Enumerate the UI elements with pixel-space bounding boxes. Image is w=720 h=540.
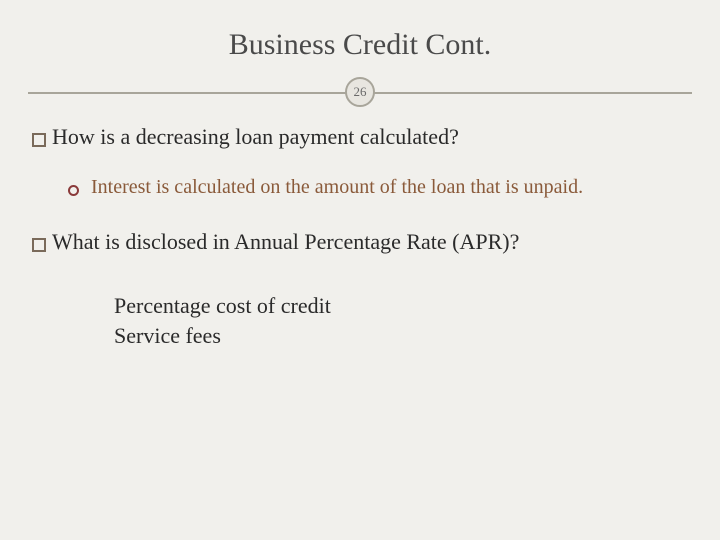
answer-item-1: Interest is calculated on the amount of … [32, 176, 688, 199]
page-number-badge: 26 [345, 77, 375, 107]
answer-line: Service fees [114, 321, 688, 351]
square-bullet-icon [32, 238, 46, 252]
question-text: What is disclosed in Annual Percentage R… [52, 229, 519, 255]
question-text: How is a decreasing loan payment calcula… [52, 124, 459, 150]
slide-content: How is a decreasing loan payment calcula… [28, 124, 692, 350]
square-bullet-icon [32, 133, 46, 147]
question-item-1: How is a decreasing loan payment calcula… [32, 124, 688, 150]
page-number: 26 [354, 84, 367, 100]
answer-text: Interest is calculated on the amount of … [91, 176, 583, 199]
question-item-2: What is disclosed in Annual Percentage R… [32, 229, 688, 255]
slide: Business Credit Cont. 26 How is a decrea… [0, 0, 720, 540]
answer-block-2: Percentage cost of credit Service fees [32, 291, 688, 350]
slide-title: Business Credit Cont. [28, 28, 692, 62]
title-divider: 26 [28, 78, 692, 106]
answer-line: Percentage cost of credit [114, 291, 688, 321]
circle-bullet-icon [68, 185, 79, 196]
